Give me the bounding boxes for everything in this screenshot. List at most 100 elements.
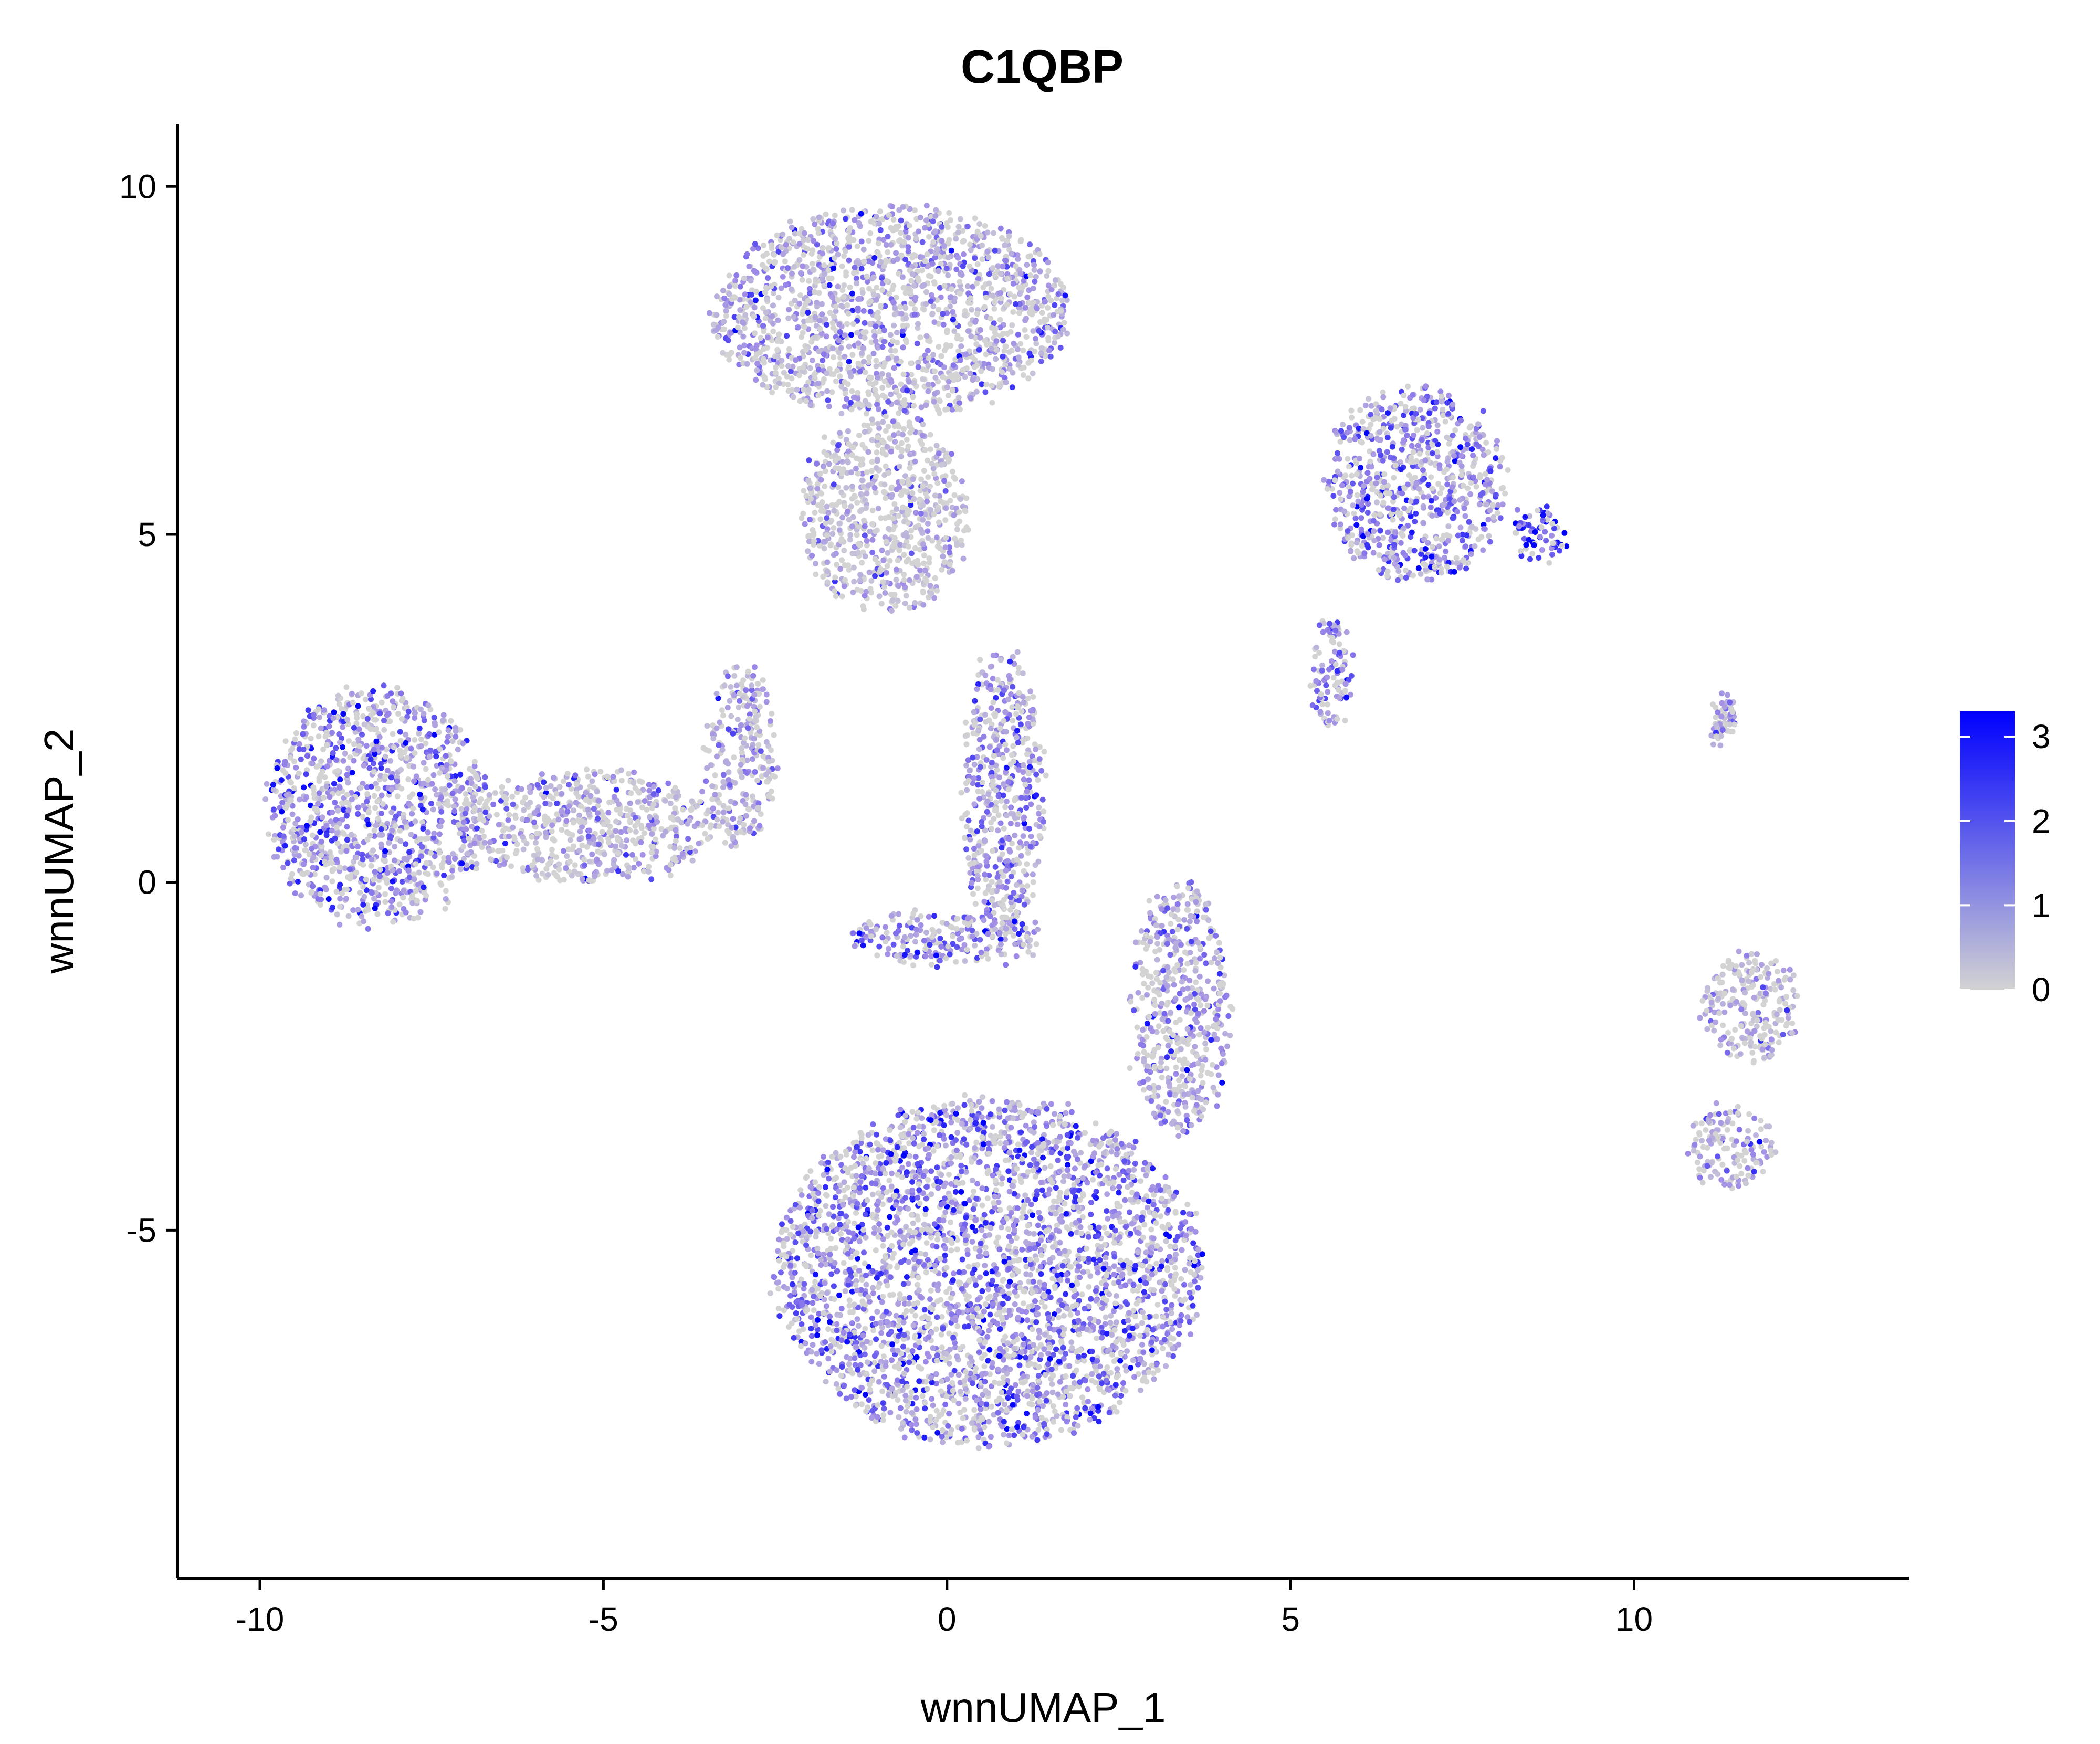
scatter-point (373, 726, 379, 732)
scatter-point (1013, 734, 1020, 741)
scatter-point (925, 535, 931, 541)
scatter-point (443, 896, 449, 902)
scatter-point (384, 768, 391, 774)
scatter-point (993, 807, 999, 813)
scatter-point (334, 840, 341, 846)
scatter-point (920, 541, 926, 548)
scatter-point (831, 354, 836, 360)
scatter-point (321, 794, 327, 801)
scatter-point (725, 726, 731, 732)
scatter-point (754, 778, 761, 783)
scatter-point (680, 806, 686, 813)
scatter-point (890, 516, 896, 522)
scatter-point (1024, 883, 1031, 889)
scatter-point (881, 378, 888, 384)
scatter-point (821, 376, 827, 382)
scatter-point (623, 852, 629, 858)
scatter-point (1017, 270, 1024, 277)
scatter-point (879, 547, 885, 553)
scatter-point (754, 724, 760, 731)
scatter-point (948, 247, 954, 254)
scatter-point (963, 719, 969, 726)
scatter-point (805, 387, 812, 393)
scatter-point (882, 590, 888, 596)
scatter-point (374, 911, 381, 917)
scatter-point (430, 772, 437, 778)
scatter-point (1001, 348, 1007, 354)
scatter-point (845, 381, 851, 387)
scatter-point (989, 879, 995, 885)
scatter-point (482, 774, 488, 780)
scatter-point (648, 876, 655, 882)
scatter-point (926, 555, 932, 561)
scatter-point (782, 258, 788, 265)
scatter-point (972, 901, 979, 907)
scatter-point (882, 489, 888, 496)
scatter-point (720, 772, 727, 778)
scatter-point (932, 492, 938, 499)
scatter-point (502, 801, 509, 807)
scatter-point (720, 779, 727, 785)
scatter-point (808, 496, 814, 502)
scatter-point (888, 608, 895, 614)
scatter-point (835, 283, 841, 290)
scatter-point (979, 789, 985, 795)
scatter-point (964, 283, 971, 289)
scatter-point (432, 722, 438, 728)
scatter-point (935, 268, 941, 274)
scatter-point (995, 827, 1001, 834)
scatter-point (1021, 868, 1027, 874)
scatter-point (832, 465, 838, 471)
scatter-point (733, 272, 740, 278)
scatter-point (763, 691, 770, 698)
scatter-point (292, 845, 298, 851)
scatter-point (868, 375, 874, 381)
scatter-point (907, 465, 913, 471)
scatter-point (1024, 262, 1030, 268)
scatter-point (1027, 844, 1034, 849)
scatter-point (839, 557, 845, 563)
scatter-point (301, 723, 307, 730)
scatter-point (743, 303, 750, 310)
scatter-point (869, 416, 875, 423)
scatter-point (720, 288, 726, 293)
scatter-point (384, 877, 390, 883)
scatter-point (1012, 795, 1018, 802)
scatter-point (787, 218, 793, 225)
scatter-point (389, 827, 395, 834)
scatter-point (336, 731, 342, 737)
scatter-point (930, 303, 937, 309)
scatter-point (755, 245, 761, 251)
scatter-point (1014, 821, 1021, 827)
scatter-point (837, 430, 843, 436)
scatter-point (920, 517, 926, 523)
scatter-point (440, 718, 446, 723)
scatter-point (739, 757, 746, 763)
scatter-point (581, 856, 587, 863)
scatter-point (780, 251, 786, 257)
scatter-point (465, 850, 470, 857)
scatter-point (576, 836, 583, 842)
scatter-point (799, 515, 805, 521)
scatter-point (1055, 291, 1062, 297)
scatter-point (859, 290, 866, 296)
scatter-point (978, 233, 984, 239)
scatter-point (780, 274, 786, 280)
scatter-point (896, 410, 902, 416)
scatter-point (763, 739, 770, 745)
scatter-point (337, 785, 343, 791)
scatter-point (629, 852, 636, 858)
scatter-point (739, 319, 746, 325)
scatter-point (752, 769, 758, 775)
scatter-point (387, 758, 394, 764)
scatter-point (971, 722, 978, 728)
scatter-point (412, 818, 418, 825)
scatter-point (370, 847, 376, 854)
scatter-point (446, 782, 453, 789)
scatter-point (547, 793, 553, 799)
scatter-point (1045, 282, 1052, 289)
scatter-point (887, 558, 893, 564)
scatter-point (1010, 280, 1016, 287)
scatter-point (1055, 333, 1061, 340)
scatter-point (406, 849, 413, 855)
